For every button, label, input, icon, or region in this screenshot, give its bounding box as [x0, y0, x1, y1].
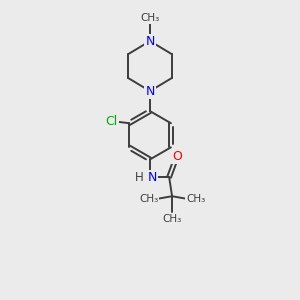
Text: CH₃: CH₃ [139, 194, 158, 204]
Text: N: N [147, 171, 157, 184]
Text: H: H [135, 171, 144, 184]
Text: O: O [172, 150, 182, 163]
Text: CH₃: CH₃ [140, 14, 160, 23]
Text: CH₃: CH₃ [186, 194, 205, 204]
Text: N: N [145, 34, 155, 48]
Text: CH₃: CH₃ [163, 214, 182, 224]
Text: N: N [145, 85, 155, 98]
Text: Cl: Cl [105, 115, 118, 128]
